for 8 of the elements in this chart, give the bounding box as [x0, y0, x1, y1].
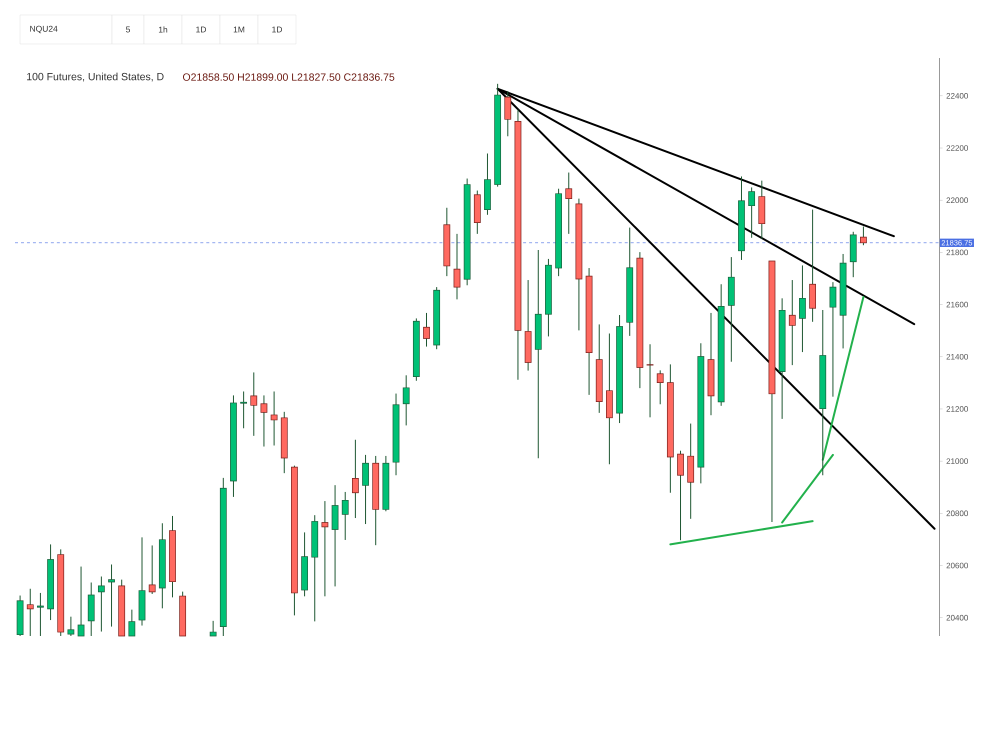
text: 1M [234, 26, 244, 32]
text: 100 Futures, United States, D [27, 72, 164, 82]
text: 1h [158, 26, 168, 33]
text: 1D [196, 26, 206, 32]
text: 5 [126, 26, 130, 32]
text: NQU24 [30, 26, 58, 34]
text: O21858.50 H21899.00 L21827.50 C21836.75 [183, 73, 394, 81]
text: 1D [272, 26, 282, 32]
